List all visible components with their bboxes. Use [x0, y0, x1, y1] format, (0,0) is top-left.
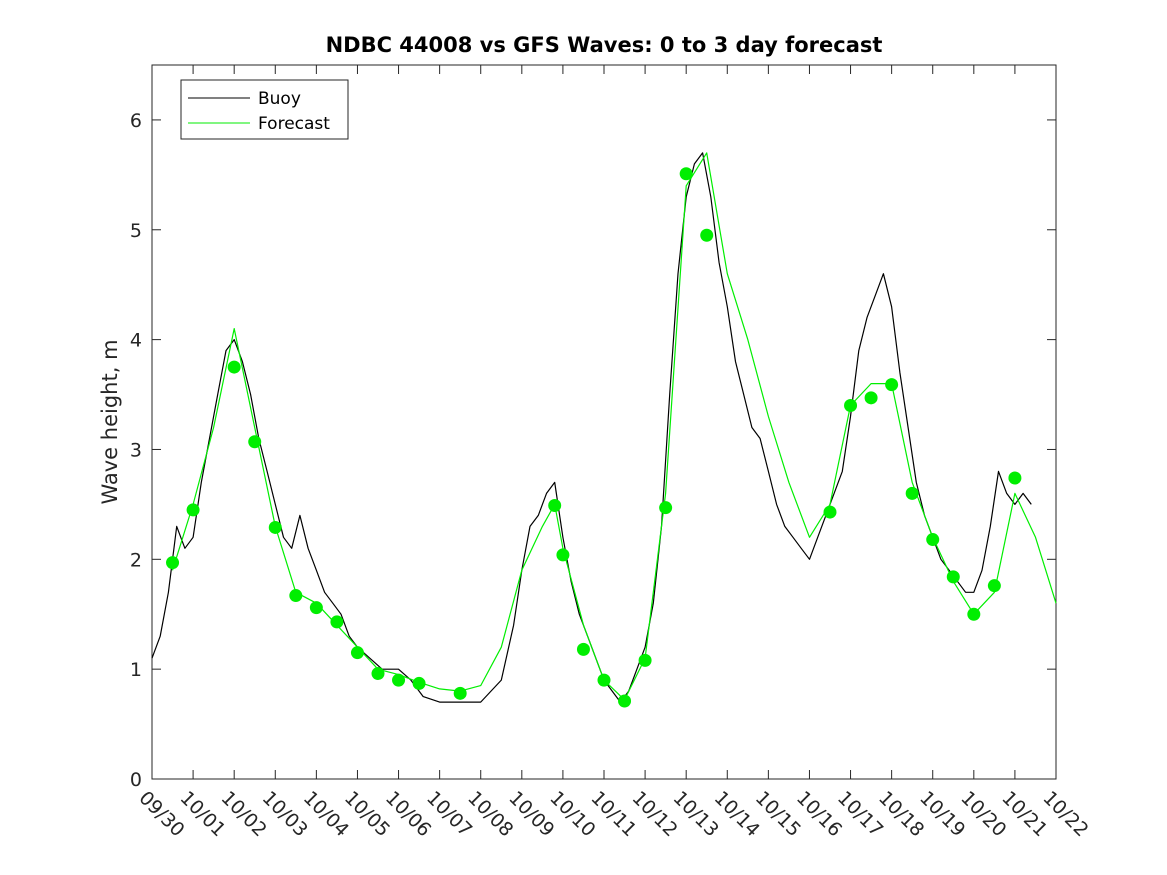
x-tick-label: 10/01: [176, 787, 230, 841]
y-tick-label: 1: [130, 659, 142, 681]
forecast-marker: [844, 399, 858, 413]
forecast-marker: [679, 167, 693, 181]
forecast-marker: [412, 676, 426, 690]
y-axis: 0 1 2 3 4 5 6: [130, 110, 1056, 791]
y-tick-label: 5: [130, 220, 142, 242]
x-tick-label: 10/02: [217, 787, 271, 841]
legend-label-forecast: Forecast: [258, 114, 330, 134]
forecast-marker: [987, 579, 1001, 593]
x-tick-label: 10/16: [792, 787, 846, 841]
forecast-marker: [309, 601, 323, 615]
forecast-marker: [350, 646, 364, 660]
x-tick-label: 10/18: [874, 787, 928, 841]
forecast-marker: [227, 360, 241, 374]
y-tick-label: 0: [130, 769, 142, 791]
forecast-marker: [618, 694, 632, 708]
x-tick-label: 10/17: [833, 787, 887, 841]
y-tick-label: 2: [130, 549, 142, 571]
forecast-marker: [885, 378, 899, 392]
forecast-marker: [248, 435, 262, 449]
forecast-marker: [556, 548, 570, 562]
forecast-marker: [659, 501, 673, 515]
x-tick-label: 10/14: [710, 787, 764, 841]
forecast-marker: [392, 673, 406, 687]
x-tick-label: 10/20: [956, 787, 1010, 841]
forecast-marker: [548, 498, 562, 512]
legend-label-buoy: Buoy: [258, 89, 301, 109]
legend-box: [180, 79, 349, 140]
forecast-marker: [597, 673, 611, 687]
y-axis-label: Wave height, m: [98, 339, 122, 504]
x-tick-label: 10/15: [751, 787, 805, 841]
forecast-marker: [166, 556, 180, 570]
forecast-marker: [268, 520, 282, 534]
forecast-marker: [371, 667, 385, 681]
x-tick-label: 10/21: [997, 787, 1051, 841]
forecast-marker: [946, 570, 960, 584]
forecast-marker: [453, 686, 467, 700]
y-tick-label: 4: [130, 330, 142, 352]
x-tick-label: 09/30: [134, 787, 188, 841]
chart-title: NDBC 44008 vs GFS Waves: 0 to 3 day fore…: [326, 33, 883, 57]
marker-layer: [166, 167, 1022, 708]
x-tick-label: 10/13: [669, 787, 723, 841]
x-tick-label: 10/19: [915, 787, 969, 841]
plot-area: [151, 64, 1057, 780]
x-tick-label: 10/10: [545, 787, 599, 841]
y-tick-label: 6: [130, 110, 142, 132]
x-tick-label: 10/05: [340, 787, 394, 841]
legend: Buoy Forecast: [180, 79, 349, 140]
x-tick-label: 10/03: [258, 787, 312, 841]
forecast-marker: [1008, 471, 1022, 485]
forecast-marker: [700, 228, 714, 242]
forecast-marker: [289, 589, 303, 603]
forecast-marker: [330, 615, 344, 629]
x-tick-label: 10/09: [504, 787, 558, 841]
forecast-marker: [823, 505, 837, 519]
forecast-marker: [638, 653, 652, 667]
forecast-marker: [864, 391, 878, 405]
forecast-marker: [926, 533, 940, 547]
forecast-marker: [905, 486, 919, 500]
x-tick-label: 10/22: [1038, 787, 1092, 841]
forecast-marker: [576, 642, 590, 656]
y-tick-label: 3: [130, 439, 142, 461]
x-tick-label: 10/08: [463, 787, 517, 841]
x-tick-label: 10/07: [422, 787, 476, 841]
x-tick-label: 10/04: [299, 787, 353, 841]
x-tick-label: 10/11: [586, 787, 640, 841]
x-tick-label: 10/06: [381, 787, 435, 841]
x-tick-label: 10/12: [628, 787, 682, 841]
forecast-marker: [967, 607, 981, 621]
forecast-marker: [186, 503, 200, 517]
